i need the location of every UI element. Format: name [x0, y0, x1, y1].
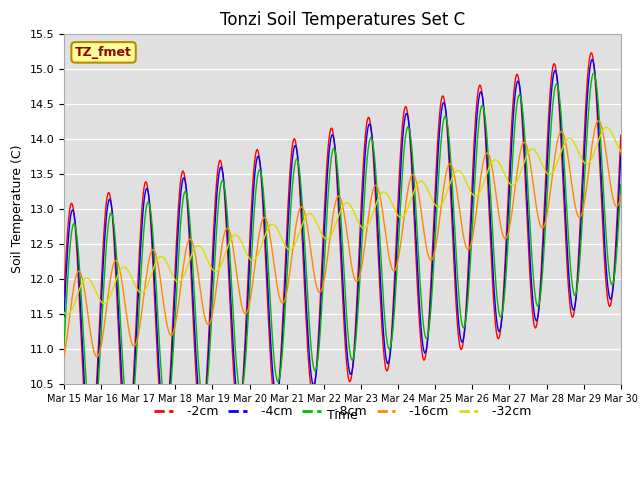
Y-axis label: Soil Temperature (C): Soil Temperature (C)	[11, 144, 24, 273]
Legend:  -2cm,  -4cm,  -8cm,  -16cm,  -32cm: -2cm, -4cm, -8cm, -16cm, -32cm	[149, 400, 536, 423]
Title: Tonzi Soil Temperatures Set C: Tonzi Soil Temperatures Set C	[220, 11, 465, 29]
X-axis label: Time: Time	[327, 409, 358, 422]
Text: TZ_fmet: TZ_fmet	[75, 46, 132, 59]
